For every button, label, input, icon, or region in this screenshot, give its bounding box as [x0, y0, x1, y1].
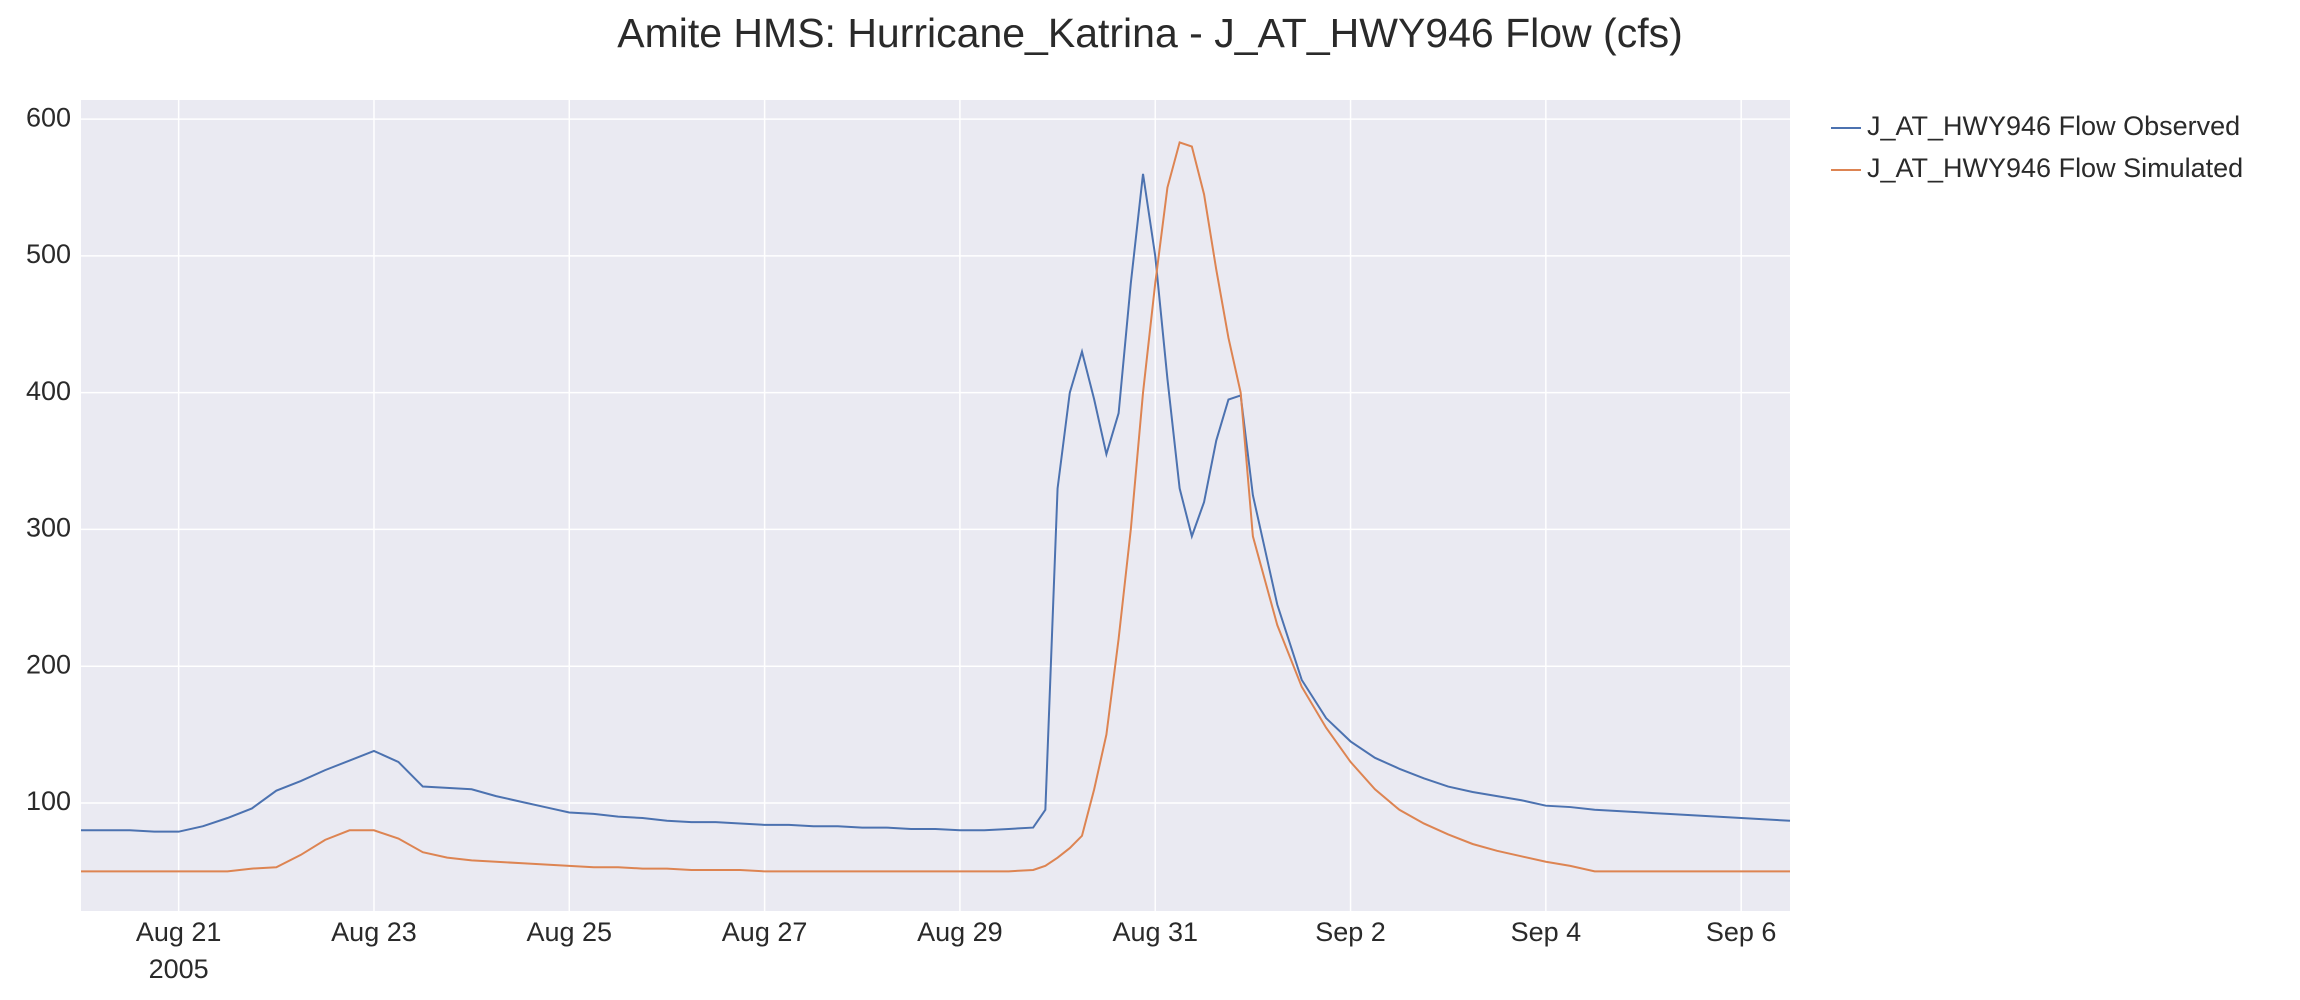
x-year-label: 2005	[149, 954, 209, 984]
legend-label: J_AT_HWY946 Flow Observed	[1867, 111, 2240, 141]
y-tick-label: 300	[26, 513, 71, 543]
x-tick-label: Aug 29	[917, 917, 1003, 947]
x-tick-label: Aug 23	[331, 917, 417, 947]
legend-label: J_AT_HWY946 Flow Simulated	[1867, 153, 2243, 183]
x-tick-label: Sep 2	[1315, 917, 1386, 947]
series-line	[81, 141, 1790, 873]
chart-title: Amite HMS: Hurricane_Katrina - J_AT_HWY9…	[617, 10, 1683, 56]
y-tick-label: 600	[26, 102, 71, 132]
x-tick-label: Sep 4	[1511, 917, 1582, 947]
series-line	[81, 173, 1791, 833]
x-tick-label: Sep 6	[1706, 917, 1777, 947]
x-tick-label: Aug 25	[526, 917, 612, 947]
y-tick-label: 500	[26, 239, 71, 269]
plot-background	[81, 100, 1790, 911]
y-tick-label: 200	[26, 649, 71, 679]
x-tick-label: Aug 31	[1112, 917, 1198, 947]
y-tick-label: 400	[26, 376, 71, 406]
x-tick-label: Aug 21	[136, 917, 222, 947]
y-tick-label: 100	[26, 786, 71, 816]
x-tick-label: Aug 27	[722, 917, 808, 947]
